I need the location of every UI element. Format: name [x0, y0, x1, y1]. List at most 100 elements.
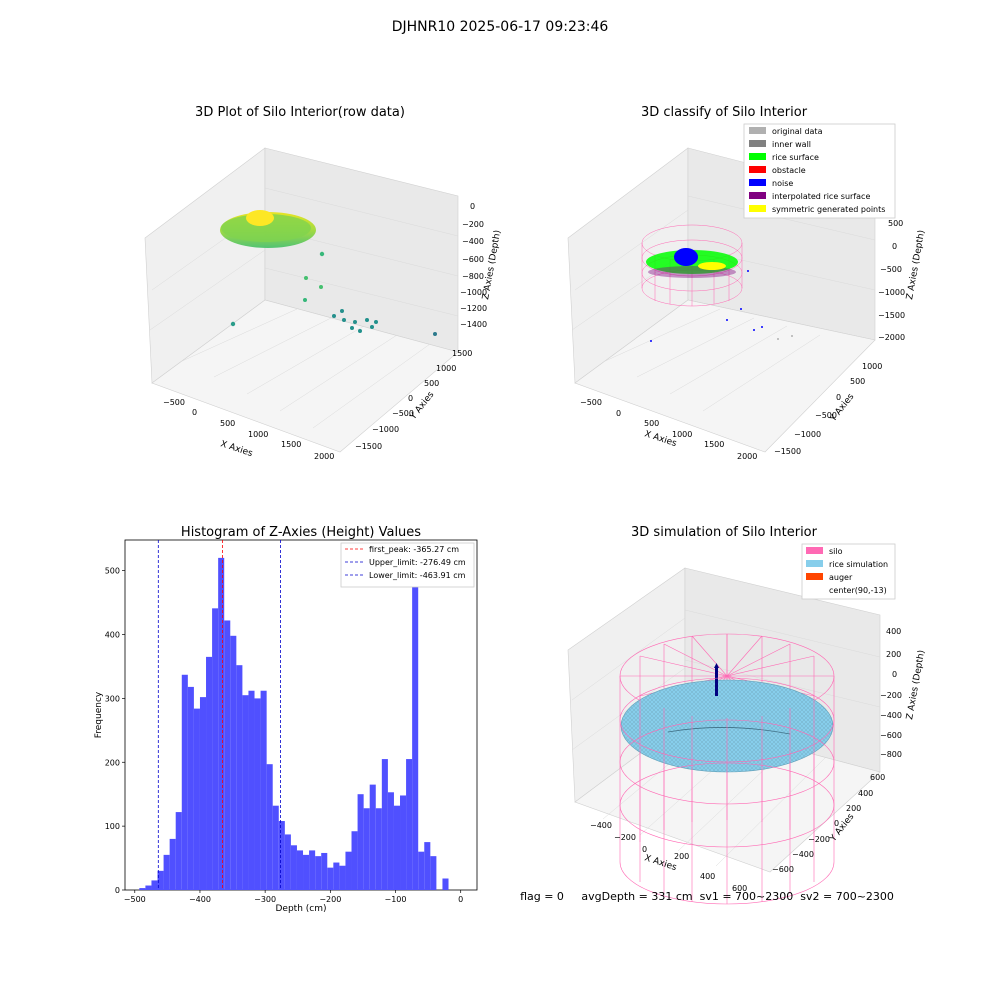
histogram-bar [218, 557, 225, 890]
histogram-bar [424, 842, 431, 890]
raw-z-label: Z Axies (Depth) [481, 229, 503, 300]
status-line: flag = 0 avgDepth = 331 cm sv1 = 700~230… [520, 890, 894, 903]
histogram-bar [266, 764, 273, 890]
histogram-bar [187, 686, 194, 890]
raw-outlier-point [350, 326, 354, 330]
histogram-bar [296, 850, 304, 890]
raw-z-tick: −200 [462, 220, 484, 229]
histogram-bar [406, 759, 413, 890]
raw-z-tick: −800 [462, 272, 484, 281]
raw-outlier-point [230, 321, 236, 327]
cls-z-label: Z Axies (Depth) [905, 229, 927, 300]
histogram-x-tick: −500 [124, 895, 146, 904]
sim-legend-swatch [806, 573, 823, 580]
sim-auger-tip [714, 663, 719, 668]
histogram-title: Histogram of Z-Axies (Height) Values [181, 525, 421, 540]
cls-y-tick: 0 [836, 393, 841, 402]
sim-x-tick: 400 [700, 872, 715, 881]
classify-3d-title: 3D classify of Silo Interior [641, 105, 808, 120]
histogram-bar [199, 697, 207, 890]
histogram-y-ticks: 0 100 200 300 400 500 [105, 567, 125, 895]
histogram-bar [145, 885, 152, 890]
sim-y-tick: −600 [772, 865, 794, 874]
histogram-legend-label: Upper_limit: -276.49 cm [369, 558, 466, 567]
cls-legend-swatch [749, 205, 766, 212]
cls-z-tick: −500 [880, 265, 902, 274]
cls-noise-point [777, 338, 779, 340]
histogram-bar [315, 856, 322, 890]
histogram-bar [139, 888, 146, 890]
sim-legend-label: center(90,-13) [829, 586, 887, 595]
raw-x-tick: −500 [163, 398, 185, 407]
histogram-bar [327, 867, 334, 890]
panel-histogram: Histogram of Z-Axies (Height) Values −50… [94, 525, 478, 914]
cls-legend-label: noise [772, 179, 793, 188]
sim-legend: silo rice simulation auger center(90,-13) [801, 543, 896, 600]
sim-rice-ridge [667, 727, 791, 735]
cls-legend-label: inner wall [772, 140, 811, 149]
cls-y-tick: 500 [850, 377, 865, 386]
figure-suptitle: DJHNR10 2025-06-17 09:23:46 [392, 19, 609, 35]
histogram-x-tick: −300 [254, 895, 276, 904]
raw-3d-title: 3D Plot of Silo Interior(row data) [195, 105, 405, 120]
sim-y-tick: −400 [792, 850, 814, 859]
raw-x-tick: 500 [220, 419, 235, 428]
sim-legend-swatch [806, 547, 823, 554]
sim-y-tick: 0 [834, 819, 839, 828]
histogram-bar [206, 656, 213, 890]
sim-grid-lines [571, 609, 881, 867]
cls-y-label: Y Axies [828, 392, 857, 425]
raw-pane-floor [151, 299, 459, 453]
histogram-bar [393, 805, 401, 890]
cls-legend-label: obstacle [772, 166, 806, 175]
sim-x-tick: −200 [614, 833, 636, 842]
raw-y-tick: −500 [392, 409, 414, 418]
histogram-bar [272, 805, 279, 890]
cls-x-tick: 0 [616, 409, 621, 418]
histogram-bar [381, 759, 388, 890]
cls-legend-box [743, 123, 896, 219]
cls-noise-point [753, 329, 755, 331]
cls-z-tick: −2000 [878, 333, 905, 342]
histogram-bar [369, 784, 376, 890]
cls-y-tick: −500 [815, 411, 837, 420]
histogram-bar [303, 854, 310, 890]
histogram-bar [333, 862, 340, 890]
sim-silo-mesh-front [619, 677, 835, 905]
sim-y-tick: 200 [846, 804, 861, 813]
histogram-y-tick: 100 [105, 822, 120, 831]
histogram-y-tick: 200 [105, 758, 120, 767]
raw-outlier-point [358, 329, 362, 333]
sim-x-tick: 0 [642, 845, 647, 854]
sim-x-tick: −400 [590, 821, 612, 830]
histogram-bar [193, 708, 200, 890]
histogram-bar [387, 792, 394, 890]
histogram-bar [290, 845, 297, 890]
raw-y-tick: 500 [424, 379, 439, 388]
sim-z-label: Z Axies (Depth) [905, 649, 927, 720]
raw-x-tick: 1500 [281, 440, 301, 449]
histogram-x-ticks: −500 −400 −300 −200 −100 0 [124, 890, 463, 904]
cls-legend-swatch [749, 153, 766, 160]
sim-x-tick: 200 [674, 852, 689, 861]
sim-y-tick: 400 [858, 789, 873, 798]
raw-y-tick: −1500 [355, 442, 382, 451]
panel-raw-3d: 3D Plot of Silo Interior(row data) [144, 105, 503, 461]
histogram-bars [139, 557, 449, 890]
sim-y-tick: −200 [808, 835, 830, 844]
raw-outlier-point [433, 332, 437, 336]
histogram-bar [181, 674, 188, 890]
cls-z-tick: 500 [888, 219, 903, 228]
raw-y-tick: 0 [408, 394, 413, 403]
histogram-y-label: Frequency [94, 691, 104, 738]
histogram-bar [430, 856, 437, 890]
raw-outlier-point [319, 285, 323, 289]
histogram-bar [169, 838, 176, 890]
raw-y-tick: 1000 [436, 364, 456, 373]
histogram-bar [375, 808, 382, 890]
raw-outlier-point [353, 320, 357, 324]
sim-y-label: Y Axies [828, 812, 857, 845]
cls-y-tick: 1000 [862, 362, 882, 371]
cls-z-tick: −1000 [878, 288, 905, 297]
cls-legend-label: original data [772, 127, 823, 136]
